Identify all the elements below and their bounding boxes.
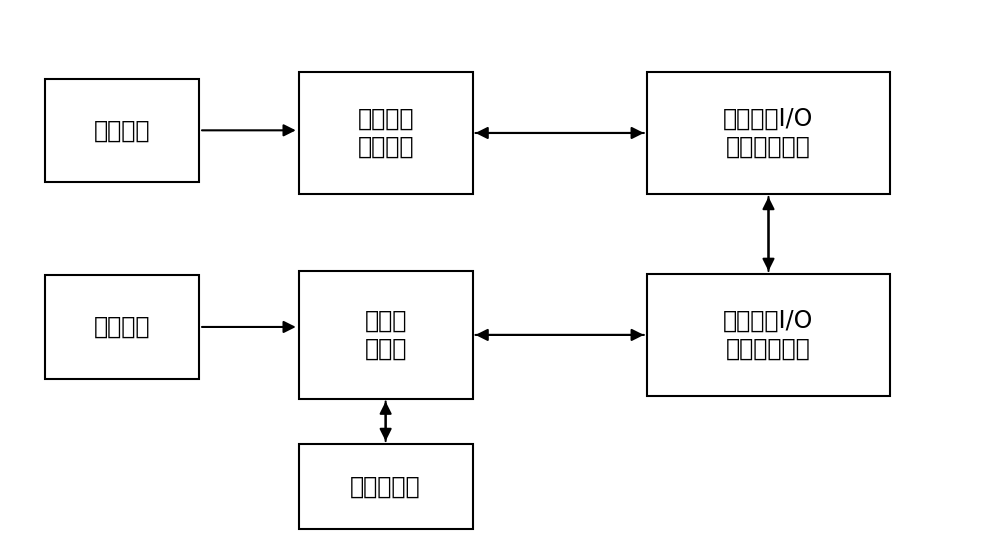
Bar (299, 444, 473, 529)
Text: 外网光耦I/O
双向通讯模块: 外网光耦I/O 双向通讯模块 (723, 309, 814, 361)
Bar (299, 72, 473, 194)
Bar (45, 275, 199, 379)
Bar (299, 271, 473, 398)
Bar (45, 78, 199, 182)
Text: 外网通
讯模块: 外网通 讯模块 (364, 309, 407, 361)
Text: 内部电源: 内部电源 (94, 118, 150, 142)
Bar (647, 274, 890, 396)
Text: 远程云平台: 远程云平台 (350, 474, 421, 498)
Text: 内网光耦I/O
双向通讯模块: 内网光耦I/O 双向通讯模块 (723, 107, 814, 159)
Text: 外部电源: 外部电源 (94, 315, 150, 339)
Bar (647, 72, 890, 194)
Text: 内部网络
测试模块: 内部网络 测试模块 (357, 107, 414, 159)
